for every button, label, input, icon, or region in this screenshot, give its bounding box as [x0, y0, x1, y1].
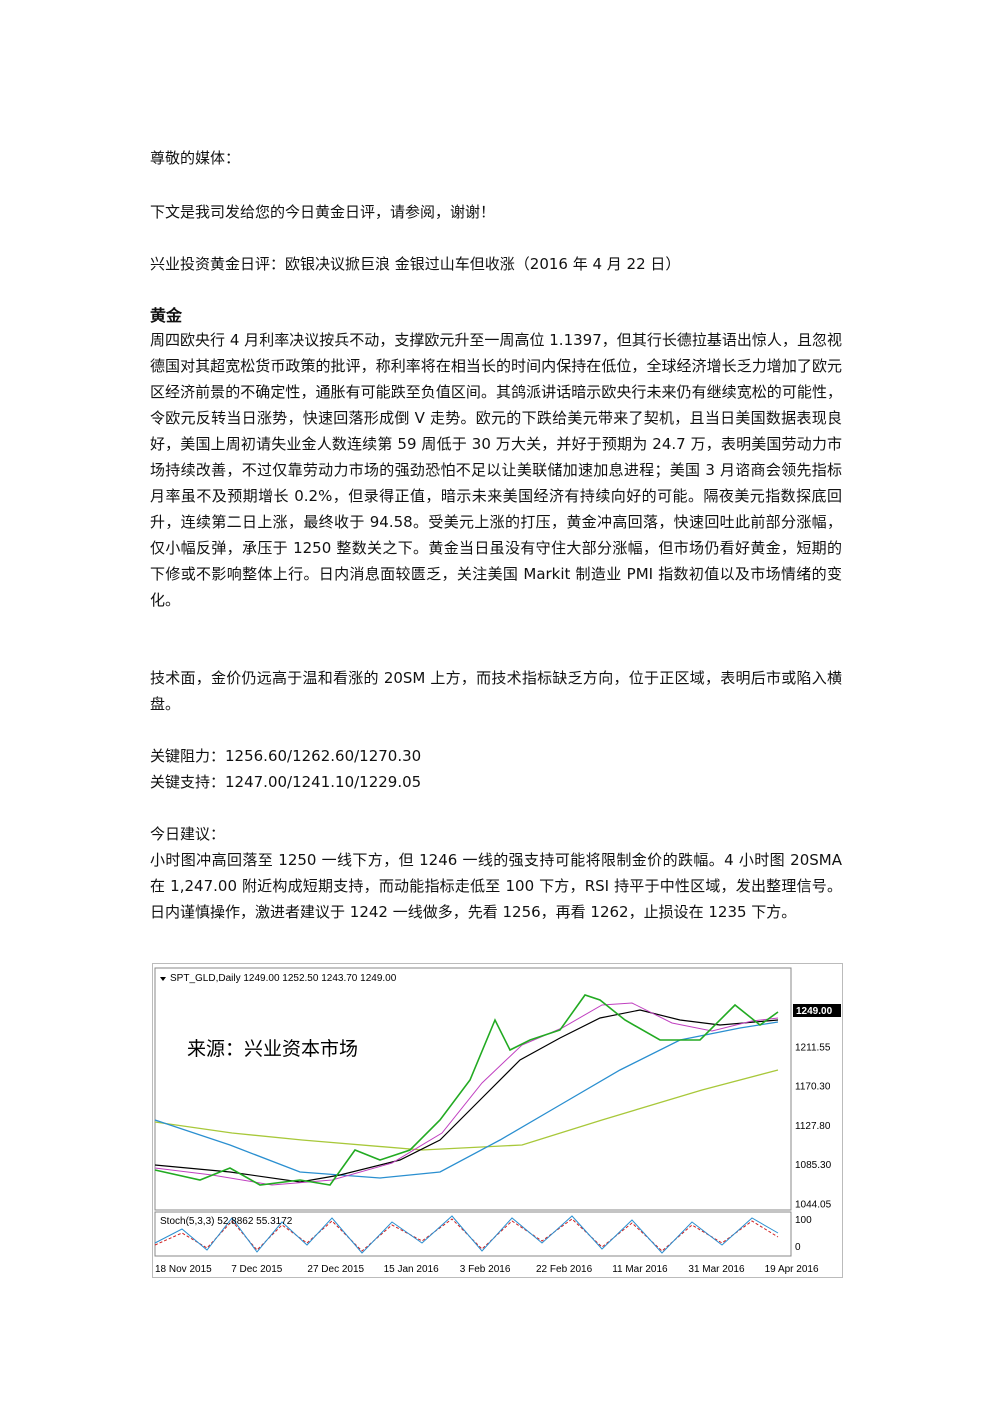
chart-header: SPT_GLD,Daily 1249.00 1252.50 1243.70 12… [170, 973, 397, 984]
date-label: 27 Dec 2015 [307, 1264, 364, 1275]
date-label: 31 Mar 2016 [688, 1264, 745, 1275]
current-price: 1249.00 [796, 1006, 833, 1017]
stoch-main [154, 1215, 779, 1254]
date-label: 11 Mar 2016 [612, 1264, 668, 1275]
frame [152, 963, 843, 1278]
paragraph: 周四欧央行 4 月利率决议按兵不动，支撑欧元升至一周高位 1.1397，但其行长… [150, 331, 842, 609]
chart-image: SPT_GLD,Daily 1249.00 1252.50 1243.70 12… [152, 963, 843, 1278]
greeting: 尊敬的媒体： [150, 149, 241, 167]
stoch-panel [154, 1211, 792, 1257]
ma-slow [154, 1069, 779, 1151]
key-resistance: 关键阻力：1256.60/1262.60/1270.30 [150, 747, 422, 765]
key-support: 关键支持：1247.00/1241.10/1229.05 [150, 773, 422, 791]
labels: 1251.05 1211.55 1170.30 1127.80 1085.30 1044.… [155, 1003, 833, 1275]
stoch-level: 0 [795, 1242, 801, 1253]
price-label: 1127.80 [795, 1121, 831, 1132]
price-line [154, 994, 779, 1186]
intro: 下文是我司发给您的今日黄金日评，请参阅，谢谢！ [150, 203, 496, 221]
headline: 兴业投资黄金日评：欧银决议掀巨浪 金银过山车但收涨（2016 年 4 月 22 … [150, 255, 681, 273]
main-panel [154, 967, 792, 1211]
paragraph: 技术面，金价仍远高于温和看涨的 20SM 上方，而技术指标缺乏方向，位于正区域，… [150, 669, 842, 713]
price-label: 1085.30 [795, 1160, 832, 1171]
price-label: 1251.05 [795, 1003, 832, 1014]
section-title: 黄金 [150, 306, 183, 325]
stoch-label: Stoch(5,3,3) 52.8862 55.3172 [160, 1216, 293, 1227]
date-label: 7 Dec 2015 [231, 1264, 283, 1275]
advice-title: 今日建议： [150, 825, 226, 843]
ma-short [154, 1002, 779, 1186]
stoch-level: 100 [795, 1215, 812, 1226]
price-label: 1044.05 [795, 1200, 832, 1211]
menu-arrow [160, 977, 166, 981]
date-label: 19 Apr 2016 [765, 1264, 819, 1275]
date-label: 3 Feb 2016 [460, 1264, 511, 1275]
price-badge [793, 1004, 841, 1017]
ma-mid [154, 1021, 779, 1179]
date-label: 22 Feb 2016 [536, 1264, 593, 1275]
price-label: 1211.55 [795, 1042, 831, 1053]
watermark: 来源：兴业资本市场 [187, 1038, 358, 1060]
date-label: 18 Nov 2015 [155, 1264, 212, 1275]
advice: 小时图冲高回落至 1250 一线下方，但 1246 一线的强支持可能将限制金价的… [150, 851, 842, 921]
date-label: 15 Jan 2016 [384, 1264, 439, 1275]
price-label: 1170.30 [795, 1082, 831, 1093]
